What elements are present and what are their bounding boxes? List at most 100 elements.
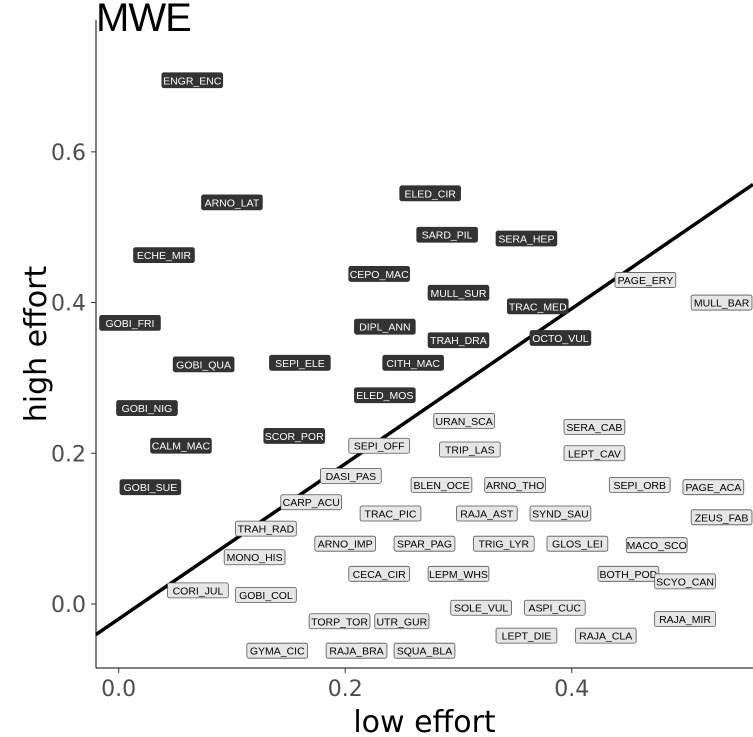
point-label-page-aca: PAGE_ACA — [682, 479, 745, 496]
point-label-ceca-cir: CECA_CIR — [348, 565, 410, 582]
point-label-mull-sur: MULL_SUR — [427, 284, 490, 301]
point-label-box — [472, 535, 535, 552]
point-label-eled-cir: ELED_CIR — [399, 185, 461, 202]
point-label-box — [614, 272, 677, 288]
point-label-text: SEPI_OFF — [354, 441, 405, 453]
point-label-box — [495, 627, 558, 644]
point-label-box — [348, 565, 410, 582]
point-label-box — [484, 477, 546, 493]
point-label-text: TRIG_LYR — [479, 539, 530, 551]
point-label-box — [393, 642, 456, 659]
point-label-box — [280, 494, 343, 511]
point-label-text: ENGR_ENC — [163, 75, 222, 87]
point-label-box — [119, 479, 182, 496]
point-label-trah-rad: TRAH_RAD — [235, 520, 297, 537]
point-label-text: PAGE_ERY — [618, 275, 674, 287]
point-label-box — [682, 479, 745, 496]
point-label-box — [506, 298, 569, 315]
point-label-text: SARD_PIL — [422, 230, 473, 242]
point-label-dasi-pas: DASI_PAS — [320, 467, 382, 484]
point-label-text: SERA_HEP — [498, 234, 554, 246]
point-label-lept-die: LEPT_DIE — [495, 627, 558, 644]
x-tick-label: 0.2 — [328, 677, 363, 702]
point-label-text: GOBI_FRI — [105, 318, 154, 330]
point-label-text: URAN_SCA — [436, 416, 493, 428]
point-label-text: ZEUS_FAB — [695, 512, 749, 524]
point-label-page-ery: PAGE_ERY — [614, 272, 677, 288]
point-label-box — [150, 437, 212, 454]
point-label-text: GLOS_LEI — [552, 539, 603, 551]
point-label-text: RAJA_AST — [460, 509, 514, 521]
point-label-raja-bra: RAJA_BRA — [325, 642, 388, 659]
point-label-glos-lei: GLOS_LEI — [546, 535, 609, 552]
point-label-sepi-ele: SEPI_ELE — [269, 354, 331, 371]
point-label-box — [608, 477, 671, 493]
point-label-trip-las: TRIP_LAS — [439, 441, 501, 458]
point-label-box — [320, 467, 382, 484]
point-label-box — [201, 194, 263, 211]
point-label-sole-vul: SOLE_VUL — [450, 599, 512, 616]
point-label-text: GYMA_CIC — [250, 646, 305, 658]
point-label-box — [116, 400, 178, 416]
point-label-box — [523, 599, 586, 616]
point-label-text: RAJA_MIR — [659, 614, 711, 626]
point-label-raja-mir: RAJA_MIR — [654, 611, 716, 627]
point-label-box — [374, 613, 430, 630]
point-label-text: LEPT_DIE — [502, 631, 552, 643]
point-label-arno-imp: ARNO_IMP — [314, 535, 377, 552]
point-label-text: SERA_CAB — [566, 422, 622, 434]
point-label-box — [348, 437, 410, 454]
point-label-raja-ast: RAJA_AST — [456, 505, 518, 522]
point-label-gobi-col: GOBI_COL — [235, 587, 297, 603]
point-label-trig-lyr: TRIG_LYR — [472, 535, 535, 552]
point-label-box — [354, 318, 416, 335]
point-label-maco-sco: MACO_SCO — [625, 537, 688, 554]
point-label-box — [427, 565, 490, 582]
point-label-eche-mir: ECHE_MIR — [133, 247, 195, 263]
point-label-box — [235, 587, 297, 603]
point-label-eled-mos: ELED_MOS — [354, 387, 416, 404]
point-label-box — [325, 642, 388, 659]
y-tick-label: 0.0 — [51, 593, 86, 618]
point-label-box — [563, 445, 626, 462]
point-label-text: RAJA_BRA — [329, 646, 383, 658]
point-label-text: PAGE_ACA — [685, 482, 741, 494]
point-label-box — [161, 72, 224, 89]
point-label-box — [99, 315, 161, 331]
point-label-box — [354, 387, 416, 404]
point-label-box — [456, 505, 518, 522]
point-label-box — [563, 418, 626, 435]
point-label-scor-por: SCOR_POR — [263, 428, 326, 444]
point-label-trac-med: TRAC_MED — [506, 298, 569, 315]
point-label-box — [427, 332, 490, 349]
point-label-trah-dra: TRAH_DRA — [427, 332, 490, 349]
point-label-box — [133, 247, 195, 263]
point-label-text: BLEN_OCE — [413, 480, 469, 492]
point-label-gobi-nig: GOBI_NIG — [116, 400, 178, 416]
point-label-text: ARNO_THO — [486, 480, 544, 492]
point-label-torp-tor: TORP_TOR — [308, 613, 371, 630]
point-label-octo-vul: OCTO_VUL — [529, 330, 592, 346]
point-label-text: CEPO_MAC — [350, 269, 409, 281]
point-label-text: MULL_BAR — [694, 298, 750, 310]
point-label-text: SCYO_CAN — [656, 576, 714, 588]
point-label-text: ARNO_IMP — [318, 539, 373, 551]
point-label-box — [348, 266, 410, 282]
point-label-gyma-cic: GYMA_CIC — [246, 642, 309, 659]
point-label-box — [654, 611, 716, 627]
point-label-box — [654, 573, 716, 590]
point-label-box — [410, 477, 473, 493]
point-label-dipl-ann: DIPL_ANN — [354, 318, 416, 335]
point-label-box — [433, 412, 495, 429]
point-label-text: CARP_ACU — [283, 497, 340, 509]
point-label-uran-sca: URAN_SCA — [433, 412, 495, 429]
point-label-text: SCOR_POR — [265, 431, 324, 443]
y-tick-label: 0.4 — [51, 292, 86, 317]
point-label-scyo-can: SCYO_CAN — [654, 573, 716, 590]
x-tick-label: 0.0 — [101, 677, 136, 702]
point-label-box — [235, 520, 297, 537]
y-tick-label: 0.6 — [51, 141, 86, 166]
point-label-text: MULL_SUR — [430, 288, 486, 300]
point-label-text: OCTO_VUL — [532, 333, 589, 345]
point-label-sera-hep: SERA_HEP — [495, 230, 558, 247]
